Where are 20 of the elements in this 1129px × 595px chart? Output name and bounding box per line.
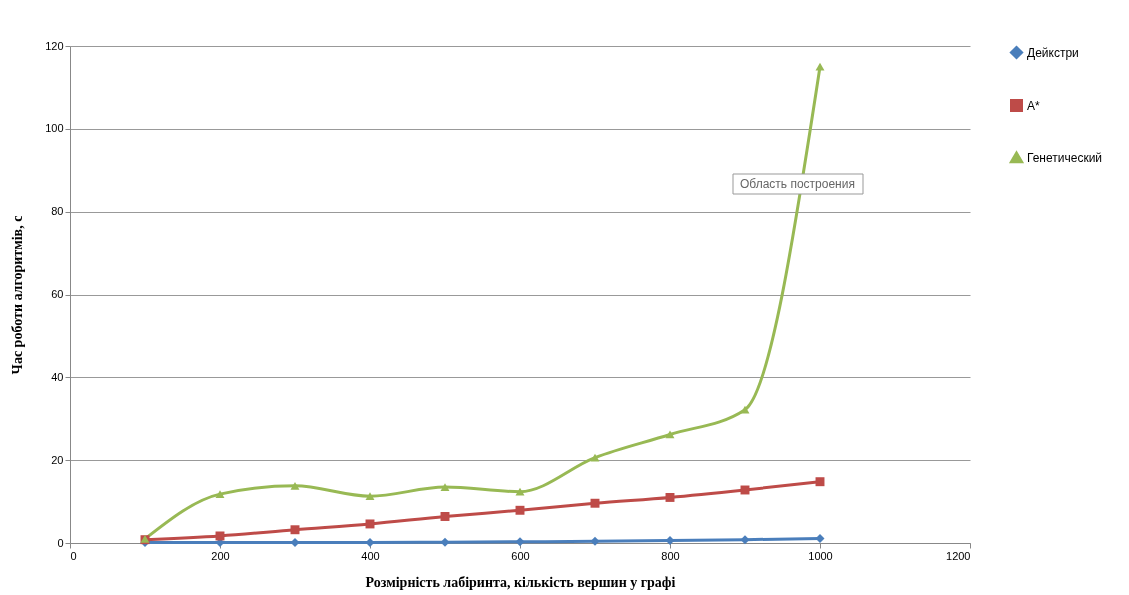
y-tick-label: 60: [51, 288, 64, 300]
legend-label: Дейкстри: [1027, 45, 1079, 60]
annotation: Область построения: [740, 177, 855, 191]
x-tick-label: 1200: [946, 549, 971, 562]
y-tick-label: 20: [51, 453, 64, 466]
x-tick-label: 0: [70, 549, 77, 562]
y-tick-label: 80: [51, 205, 64, 218]
x-tick-label: 800: [661, 549, 680, 562]
x-axis-title: Розмірність лабіринта, кількість вершин у графі: [365, 574, 676, 590]
y-tick-label: 40: [51, 370, 64, 383]
x-tick-label: 200: [211, 549, 230, 562]
y-tick-label: 0: [57, 536, 64, 549]
y-tick-label: 120: [45, 39, 64, 52]
legend-label: A*: [1027, 98, 1040, 113]
y-tick-label: 100: [45, 122, 64, 135]
legend-label: Генетический: [1027, 150, 1103, 165]
x-tick-label: 600: [511, 549, 530, 562]
x-tick-label: 400: [361, 549, 380, 562]
x-tick-label: 1000: [808, 549, 833, 562]
y-axis-title: Час роботи алгоритмів, с: [10, 215, 26, 375]
